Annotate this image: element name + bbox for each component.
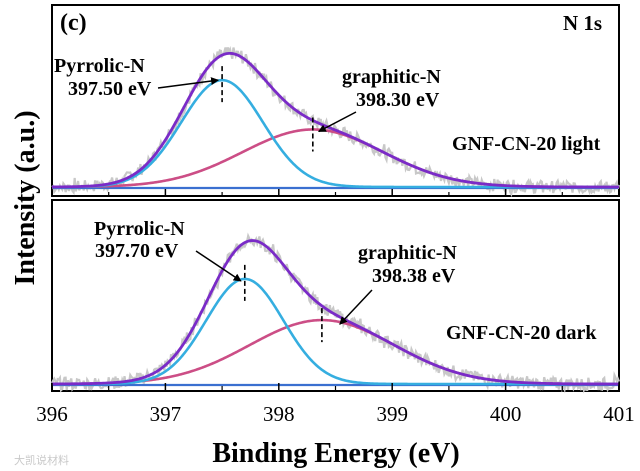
top-panel-frame <box>51 4 620 197</box>
x-axis-ticks: 396 397 398 399 400 401 <box>36 189 635 426</box>
x-tick-label: 397 <box>150 402 182 426</box>
bottom-graphitic-energy: 398.38 eV <box>372 265 456 287</box>
x-axis-title: Binding Energy (eV) <box>212 438 459 469</box>
top-sample-label: GNF-CN-20 light <box>452 133 601 155</box>
top-panel-curves <box>51 45 621 198</box>
bottom-pyrrolic-arrow <box>195 250 242 282</box>
bottom-sample-label: GNF-CN-20 dark <box>446 322 597 344</box>
top-graphitic-energy: 398.30 eV <box>356 89 440 111</box>
x-tick-label: 400 <box>490 402 522 426</box>
x-tick-label: 398 <box>263 402 295 426</box>
panel-label: (c) <box>60 10 87 36</box>
top-graphitic-label: graphitic-N <box>342 66 441 88</box>
bottom-panel-curves <box>51 232 621 394</box>
bottom-pyrrolic-energy: 397.70 eV <box>95 240 179 262</box>
envelope-fit-line <box>52 51 619 189</box>
core-level-label: N 1s <box>563 11 602 35</box>
watermark: 大凯说材料 <box>14 453 69 467</box>
annotations <box>157 77 373 325</box>
top-pyrrolic-energy: 397.50 eV <box>68 78 152 100</box>
x-tick-label: 401 <box>603 402 635 426</box>
top-pyrrolic-arrow <box>157 77 220 89</box>
x-tick-label: 396 <box>36 402 68 426</box>
envelope-fit-line <box>51 239 620 386</box>
bottom-graphitic-arrow <box>339 289 373 325</box>
x-tick-label: 399 <box>376 402 408 426</box>
bottom-pyrrolic-label: Pyrrolic-N <box>94 218 185 240</box>
bottom-graphitic-label: graphitic-N <box>358 242 457 264</box>
top-graphitic-arrow <box>317 111 357 133</box>
y-axis-title: Intensity (a.u.) <box>10 110 41 285</box>
top-pyrrolic-label: Pyrrolic-N <box>54 55 145 77</box>
